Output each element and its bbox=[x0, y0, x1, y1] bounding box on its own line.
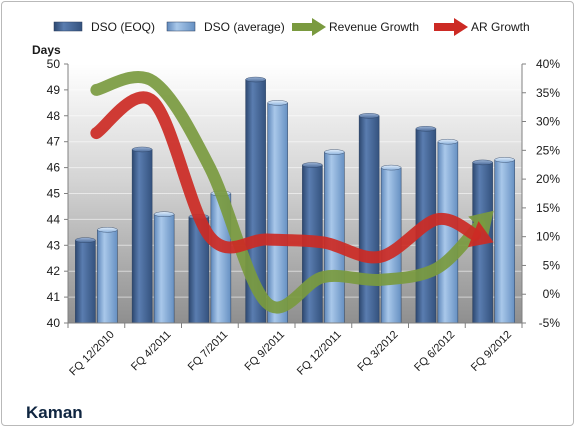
chart-title: Kaman bbox=[26, 403, 83, 422]
y-left-tick-label: 50 bbox=[47, 57, 61, 71]
legend-label: Revenue Growth bbox=[329, 20, 419, 34]
y-right-tick-label: 35% bbox=[536, 86, 560, 100]
bar-dso-eoq bbox=[358, 115, 380, 324]
bar-top-dso-average bbox=[153, 211, 175, 217]
y-right-tick-label: 15% bbox=[536, 201, 560, 215]
y-right-tick-label: 30% bbox=[536, 115, 560, 129]
legend-swatch-arrowhead bbox=[312, 18, 326, 36]
y-right-tick-label: 20% bbox=[536, 172, 560, 186]
y-left-axis-title: Days bbox=[32, 43, 61, 57]
bar-dso-average bbox=[437, 141, 459, 324]
x-tick-label: FQ 4/2011 bbox=[129, 329, 174, 374]
y-left-tick-label: 43 bbox=[47, 238, 61, 252]
y-right-tick-label: -5% bbox=[539, 316, 561, 330]
x-tick-label: FQ 6/2012 bbox=[412, 329, 457, 374]
ar-growth-line bbox=[90, 91, 482, 264]
bar-top-dso-eoq bbox=[302, 162, 323, 168]
y-left-tick-label: 41 bbox=[47, 290, 61, 304]
x-tick-label: FQ 9/2012 bbox=[469, 329, 514, 374]
bar-dso-eoq bbox=[131, 149, 153, 324]
y-right-tick-label: 25% bbox=[536, 143, 560, 157]
legend-label: DSO (EOQ) bbox=[91, 20, 155, 34]
bar-top-dso-eoq bbox=[75, 237, 96, 243]
legend-label: DSO (average) bbox=[204, 20, 285, 34]
x-tick-label: FQ 9/2011 bbox=[242, 329, 287, 374]
bar-top-dso-average bbox=[267, 100, 288, 106]
legend: DSO (EOQ) DSO (average) Revenue Growth AR G… bbox=[53, 18, 530, 36]
y-right-tick-label: 40% bbox=[536, 57, 560, 71]
bar-dso-average bbox=[97, 229, 118, 324]
y-left-tick-label: 45 bbox=[47, 187, 61, 201]
legend-swatch-bar bbox=[53, 21, 83, 32]
y-right-tick-label: 10% bbox=[536, 230, 560, 244]
x-tick-label: FQ 12/2011 bbox=[295, 329, 344, 378]
y-left-tick-label: 46 bbox=[47, 161, 61, 175]
y-left-tick-label: 49 bbox=[47, 83, 61, 97]
legend-swatch-arrowhead bbox=[454, 18, 468, 36]
y-left-tick-label: 48 bbox=[47, 109, 61, 123]
x-tick-label: FQ 12/2010 bbox=[67, 329, 117, 379]
y-left-tick-label: 44 bbox=[47, 212, 61, 226]
bar-top-dso-eoq bbox=[245, 76, 266, 83]
y-right-tick-label: 0% bbox=[543, 287, 561, 301]
revenue-growth-line bbox=[90, 70, 486, 314]
growth-lines-layer bbox=[90, 70, 494, 314]
legend-label: AR Growth bbox=[471, 20, 530, 34]
bar-dso-eoq bbox=[75, 239, 96, 324]
bar-dso-average bbox=[153, 213, 175, 324]
bar-top-dso-average bbox=[494, 157, 515, 163]
y-left-tick-label: 40 bbox=[47, 316, 61, 330]
revenue-growth-arrowhead bbox=[468, 210, 494, 237]
bar-top-dso-eoq bbox=[131, 146, 153, 153]
y-left-tick-label: 47 bbox=[47, 135, 61, 149]
bar-top-dso-average bbox=[97, 227, 118, 233]
bar-top-dso-eoq bbox=[415, 126, 437, 132]
x-tick-label: FQ 7/2011 bbox=[186, 329, 231, 374]
y-left-tick-label: 42 bbox=[47, 264, 61, 278]
bar-dso-average bbox=[494, 159, 515, 324]
bar-top-dso-eoq bbox=[358, 113, 380, 119]
bar-top-dso-average bbox=[437, 138, 459, 145]
legend-swatch-bar bbox=[166, 21, 196, 32]
y-right-tick-label: 5% bbox=[543, 258, 561, 272]
bar-top-dso-average bbox=[324, 149, 345, 155]
x-tick-label: FQ 3/2012 bbox=[355, 329, 400, 374]
ar-growth-arrowhead bbox=[467, 221, 494, 248]
bar-top-dso-eoq bbox=[472, 159, 493, 166]
bar-top-dso-average bbox=[380, 164, 402, 171]
bar-dso-average bbox=[267, 102, 288, 324]
